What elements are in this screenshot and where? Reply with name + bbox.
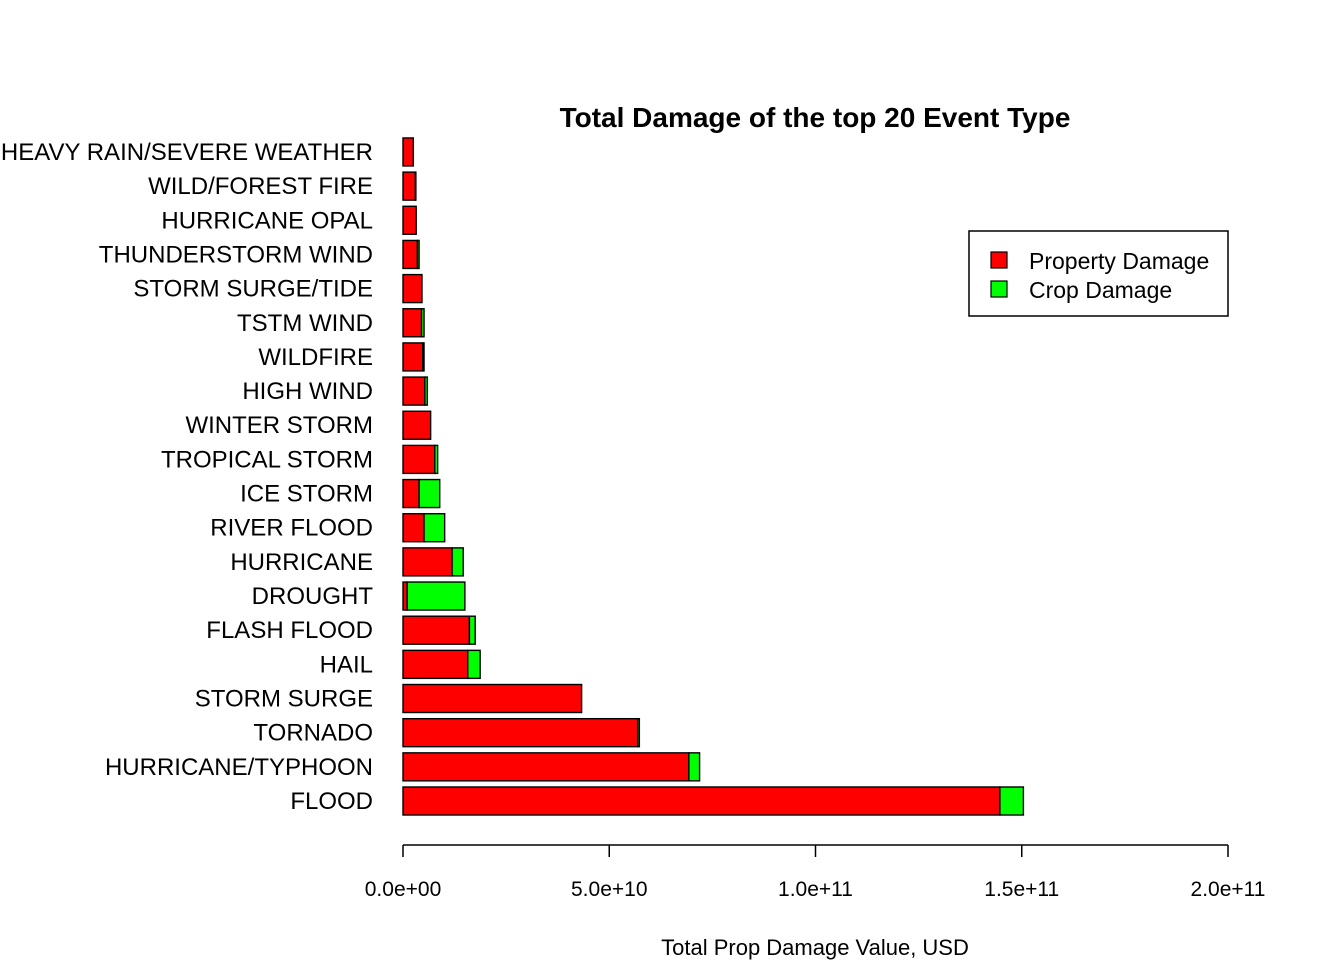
bar-flood-crop [999, 786, 1025, 816]
bar-hail-property [402, 649, 469, 680]
x-tick-label: 1.0e+11 [778, 878, 853, 901]
bar-tornado-crop [637, 717, 641, 748]
category-label: HIGH WIND [242, 378, 373, 405]
bar-heavy-rain-severe-weather-property [402, 137, 415, 167]
bar-ice-storm-crop [418, 478, 441, 509]
category-label: STORM SURGE [195, 686, 373, 713]
bar-flash-flood-crop [468, 615, 476, 645]
bar-tstm-wind-crop [420, 308, 425, 338]
bar-high-wind-crop [424, 376, 429, 406]
legend-label-property: Property Damage [1029, 248, 1209, 274]
legend-box [968, 230, 1229, 317]
category-label: TROPICAL STORM [161, 446, 373, 473]
category-label: STORM SURGE/TIDE [133, 276, 373, 303]
legend: Property Damage Crop Damage [968, 230, 1229, 317]
bar-wildfire-crop [422, 342, 425, 372]
legend-swatch-property [990, 251, 1008, 269]
bar-tstm-wind-property [402, 308, 423, 338]
category-label: THUNDERSTORM WIND [99, 241, 373, 268]
bar-storm-surge-property [402, 683, 583, 714]
category-label: DROUGHT [252, 583, 374, 610]
x-tick-label: 0.0e+00 [365, 878, 442, 901]
category-labels: FLOOD HURRICANE/TYPHOON TORNADO STORM SURGE… [1, 139, 373, 815]
category-label: RIVER FLOOD [210, 515, 373, 542]
bar-high-wind-property [402, 376, 426, 406]
bar-hurricane-typhoon-crop [688, 752, 701, 782]
bar-tornado-property [402, 717, 639, 748]
category-label: HURRICANE OPAL [161, 207, 373, 234]
category-label: WINTER STORM [185, 412, 373, 439]
bar-river-flood-crop [423, 513, 446, 543]
x-tick-label: 2.0e+11 [1191, 878, 1266, 901]
bar-hail-crop [467, 649, 481, 680]
bar-winter-storm-property [402, 410, 432, 440]
x-axis: 0.0e+00 5.0e+10 1.0e+11 1.5e+11 2.0e+11 [365, 844, 1266, 901]
bar-thunderstorm-wind-crop [416, 239, 420, 270]
category-label: FLASH FLOOD [206, 617, 373, 644]
bar-flash-flood-property [402, 615, 471, 645]
chart-title: Total Damage of the top 20 Event Type [560, 102, 1071, 133]
bar-hurricane-opal-property [402, 205, 417, 235]
category-label: ICE STORM [240, 481, 373, 508]
category-label: TORNADO [253, 720, 373, 747]
legend-swatch-crop [990, 280, 1008, 298]
bar-tropical-storm-crop [434, 444, 439, 475]
bar-flood-property [402, 786, 1001, 816]
category-label: FLOOD [290, 788, 373, 815]
bar-drought-crop [406, 581, 466, 611]
bar-ice-storm-property [402, 478, 420, 509]
legend-label-crop: Crop Damage [1029, 277, 1172, 303]
bar-wild-forest-fire-crop [414, 171, 417, 201]
category-label: HURRICANE [230, 549, 373, 576]
category-label: TSTM WIND [237, 310, 373, 337]
category-label: WILD/FOREST FIRE [148, 173, 373, 200]
bar-thunderstorm-wind-property [402, 239, 419, 270]
x-axis-label: Total Prop Damage Value, USD [661, 935, 969, 960]
category-label: HURRICANE/TYPHOON [105, 754, 373, 781]
bar-storm-surge-tide-property [402, 273, 423, 304]
bar-hurricane-crop [451, 547, 464, 577]
category-label: HAIL [320, 651, 373, 678]
category-label: WILDFIRE [258, 344, 373, 371]
x-tick-label: 1.5e+11 [984, 878, 1059, 901]
category-label: HEAVY RAIN/SEVERE WEATHER [1, 139, 373, 166]
bars [402, 137, 1025, 816]
bar-hurricane-property [402, 547, 453, 577]
bar-river-flood-property [402, 513, 425, 543]
bar-tropical-storm-property [402, 444, 436, 475]
x-tick-label: 5.0e+10 [571, 878, 648, 901]
bar-wild-forest-fire-property [402, 171, 417, 201]
bar-hurricane-typhoon-property [402, 752, 690, 782]
bar-wildfire-property [402, 342, 424, 372]
